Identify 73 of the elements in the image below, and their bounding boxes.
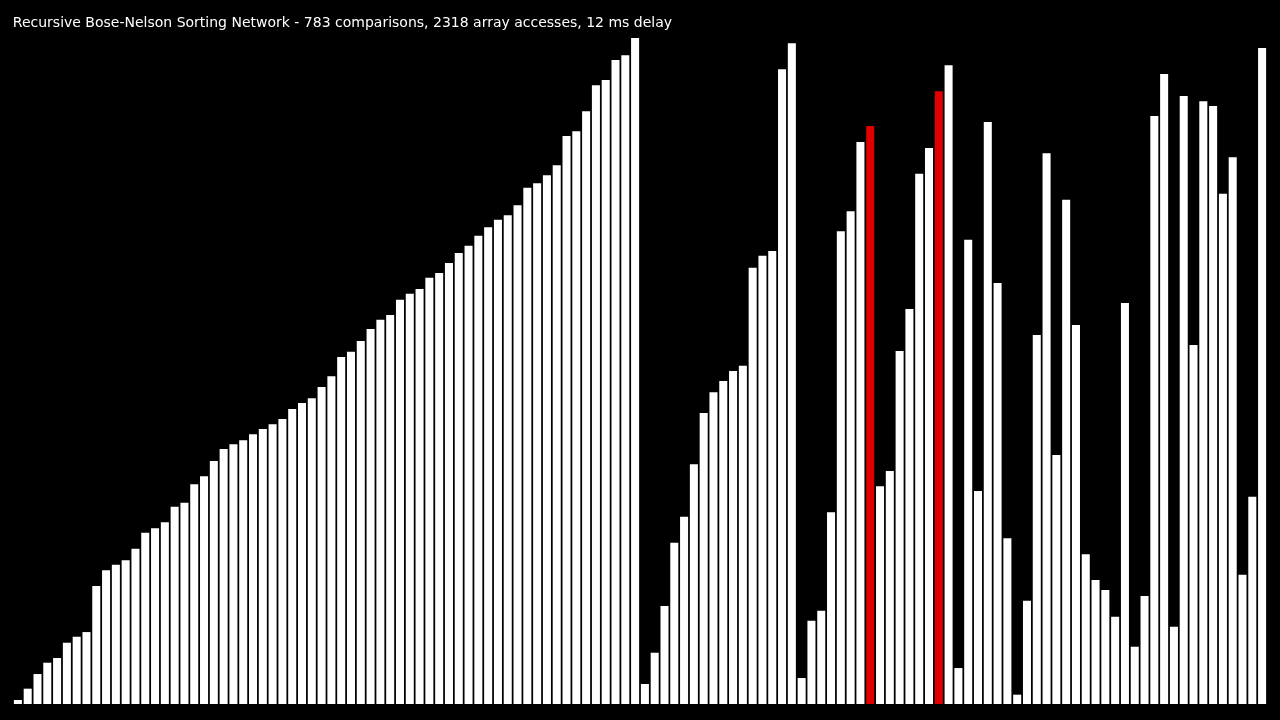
bar — [582, 111, 591, 704]
bar — [1169, 626, 1178, 704]
bar — [356, 341, 365, 704]
bar — [1111, 616, 1120, 704]
bar — [297, 402, 307, 704]
bar — [1218, 193, 1227, 704]
bar — [1062, 199, 1071, 704]
bar — [249, 434, 258, 704]
bar — [533, 183, 542, 704]
bar — [1081, 554, 1090, 704]
bar — [288, 408, 297, 704]
bar — [640, 684, 649, 704]
bar — [787, 43, 796, 704]
bar — [92, 586, 101, 704]
bar — [200, 476, 209, 704]
bar — [924, 147, 934, 704]
bar — [53, 658, 62, 704]
bar — [151, 528, 160, 704]
bar — [876, 486, 885, 704]
bar — [454, 253, 463, 704]
bar — [817, 610, 826, 704]
bar — [1022, 600, 1031, 704]
bar — [405, 293, 414, 704]
bar — [209, 460, 218, 704]
bar — [1209, 105, 1218, 704]
bar — [258, 428, 267, 704]
bar — [964, 239, 973, 704]
bar — [680, 516, 689, 704]
bar — [386, 315, 395, 704]
bar — [503, 215, 512, 704]
bar — [1160, 73, 1169, 704]
bar — [719, 380, 728, 704]
bar — [866, 125, 875, 704]
bar — [1120, 303, 1129, 704]
bar — [729, 371, 738, 704]
bar — [1032, 335, 1041, 704]
bar — [778, 69, 787, 704]
bar — [337, 357, 346, 704]
bar — [493, 219, 502, 704]
bar — [1258, 47, 1267, 704]
bar — [62, 642, 71, 704]
chart-title: Recursive Bose-Nelson Sorting Network - 783 comparisons, 2318 array accesses, 12 ms delay — [12, 13, 673, 30]
bar — [768, 251, 777, 704]
bar — [1071, 325, 1080, 704]
bar — [346, 351, 356, 704]
bar — [190, 484, 199, 704]
bar — [307, 398, 316, 704]
bar — [915, 173, 924, 704]
bar — [102, 570, 111, 704]
bar — [631, 38, 640, 704]
bar — [141, 532, 150, 704]
bar — [13, 700, 22, 704]
bar — [983, 121, 992, 704]
bar — [542, 175, 551, 704]
bar — [395, 299, 404, 704]
bar — [591, 85, 600, 704]
bar — [827, 512, 836, 704]
bar — [885, 470, 894, 704]
bar — [1179, 95, 1188, 704]
bar — [689, 464, 698, 704]
bar — [934, 91, 943, 704]
bar — [552, 165, 561, 704]
bar — [1130, 646, 1139, 704]
bar — [1013, 694, 1022, 704]
bar — [444, 263, 453, 704]
bar — [435, 273, 444, 704]
bar — [738, 365, 747, 704]
bar — [973, 490, 983, 704]
bar — [484, 227, 493, 704]
bar — [836, 231, 845, 704]
bar — [239, 440, 248, 704]
bar — [160, 522, 169, 704]
bar — [111, 564, 120, 704]
